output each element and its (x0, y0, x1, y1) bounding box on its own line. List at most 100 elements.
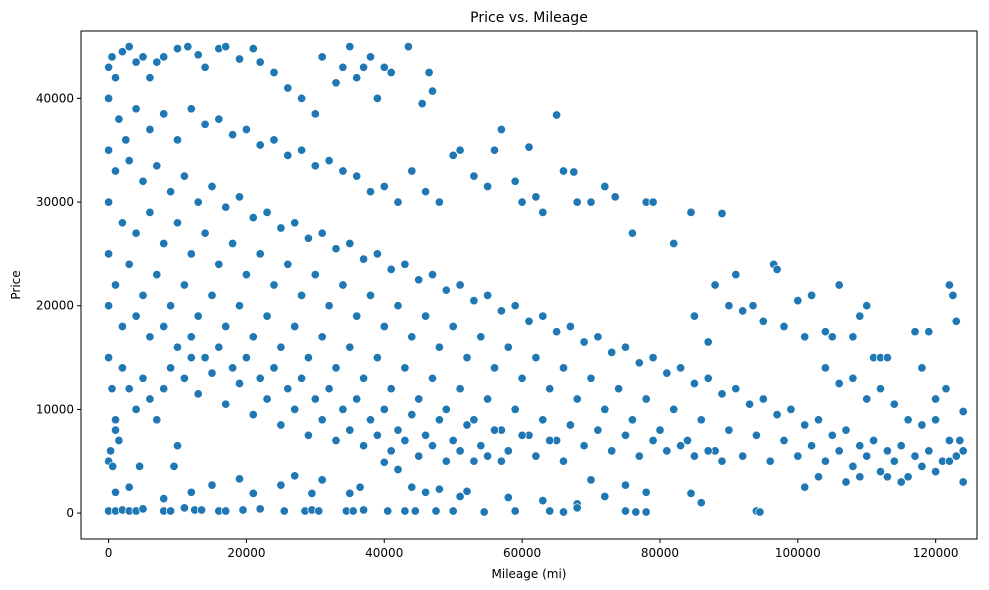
scatter-point (586, 475, 596, 485)
x-tick-label: 120000 (913, 546, 959, 560)
scatter-point (104, 353, 114, 363)
scatter-point (172, 218, 183, 228)
scatter-point (924, 446, 934, 456)
scatter-point (159, 321, 169, 332)
scatter-point (476, 441, 486, 451)
scatter-point (417, 99, 427, 109)
scatter-point (889, 399, 899, 409)
scatter-point (538, 415, 548, 425)
scatter-point (248, 44, 258, 54)
scatter-point (124, 259, 134, 269)
scatter-point (269, 280, 279, 290)
scatter-point (393, 301, 403, 311)
scatter-point (841, 477, 851, 487)
scatter-point (283, 384, 293, 394)
scatter-point (352, 311, 362, 321)
scatter-point (479, 507, 489, 517)
scatter-point (755, 507, 765, 517)
scatter-point (455, 384, 465, 394)
scatter-point (145, 332, 155, 342)
scatter-point (779, 435, 789, 446)
scatter-point (931, 394, 941, 404)
scatter-point (179, 503, 189, 513)
x-axis-label: Mileage (mi) (492, 567, 567, 581)
scatter-point (131, 57, 141, 67)
scatter-point (365, 290, 376, 300)
scatter-point (310, 394, 320, 404)
scatter-point (110, 487, 121, 497)
scatter-point (186, 487, 196, 497)
scatter-point (569, 167, 579, 177)
scatter-point (183, 42, 193, 52)
scatter-point (517, 430, 527, 440)
scatter-point (531, 451, 541, 461)
scatter-point (662, 368, 672, 378)
scatter-point (131, 404, 141, 414)
scatter-point (124, 482, 134, 492)
scatter-point (620, 342, 631, 352)
scatter-point (248, 488, 258, 498)
scatter-point (627, 228, 637, 238)
scatter-point (434, 484, 444, 494)
scatter-point (379, 457, 389, 467)
scatter-point (365, 187, 376, 197)
scatter-point (483, 451, 493, 461)
scatter-point (159, 109, 169, 119)
scatter-point (627, 415, 637, 425)
scatter-point (469, 456, 479, 466)
scatter-point (827, 430, 837, 440)
scatter-point (910, 327, 920, 337)
scatter-point (104, 197, 114, 207)
scatter-point (600, 404, 610, 414)
scatter-point (944, 435, 954, 446)
scatter-point (917, 420, 927, 430)
scatter-point (372, 249, 382, 259)
scatter-point (379, 181, 389, 192)
scatter-point (958, 446, 968, 456)
scatter-point (717, 208, 727, 219)
scatter-point (503, 492, 513, 503)
scatter-point (955, 435, 965, 446)
scatter-point (228, 130, 238, 140)
scatter-point (393, 464, 403, 475)
scatter-point (448, 321, 458, 332)
scatter-point (131, 104, 141, 114)
scatter-point (531, 192, 541, 202)
scatter-point (738, 451, 748, 461)
scatter-point (862, 301, 872, 311)
scatter-point (503, 446, 513, 456)
scatter-point (682, 435, 693, 446)
scatter-point (841, 425, 851, 435)
scatter-point (496, 306, 506, 316)
scatter-point (407, 332, 417, 342)
scatter-point (593, 425, 603, 435)
scatter-point (779, 321, 789, 332)
scatter-point (352, 73, 362, 83)
scatter-point (786, 404, 796, 414)
scatter-point (297, 93, 307, 103)
scatter-point (403, 42, 413, 52)
scatter-point (517, 373, 527, 383)
scatter-point (359, 254, 369, 264)
scatter-point (758, 394, 768, 404)
y-tick-label: 0 (66, 506, 74, 520)
scatter-point (117, 47, 127, 57)
scatter-point (724, 425, 734, 435)
scatter-point (676, 363, 686, 373)
scatter-point (303, 233, 313, 243)
scatter-point (607, 446, 617, 456)
scatter-point (434, 342, 444, 352)
scatter-point (510, 506, 520, 516)
scatter-point (207, 181, 217, 192)
scatter-point (738, 306, 748, 316)
scatter-point (620, 506, 631, 516)
scatter-point (359, 505, 369, 515)
scatter-point (317, 332, 327, 342)
scatter-point (338, 280, 348, 290)
scatter-point (269, 135, 279, 145)
scatter-point (372, 353, 382, 363)
scatter-point (710, 280, 720, 290)
scatter-point (717, 456, 727, 466)
scatter-point (331, 363, 341, 373)
scatter-point (751, 430, 761, 440)
